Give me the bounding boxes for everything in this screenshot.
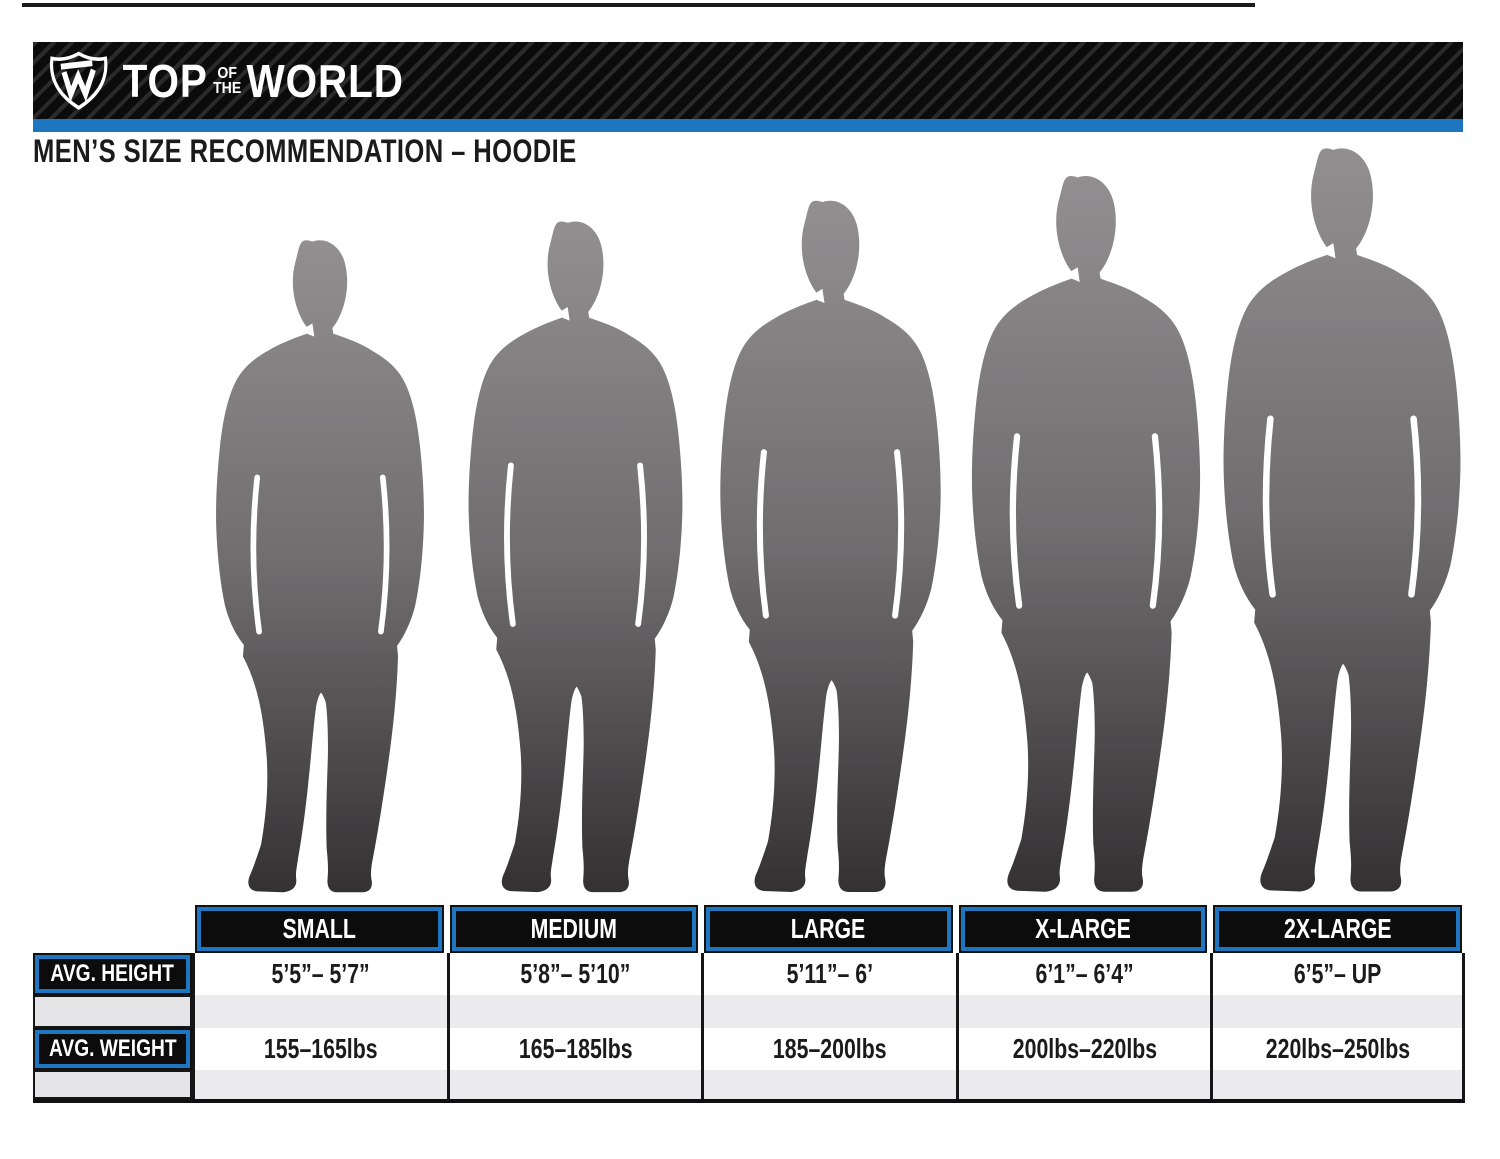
silhouette-medium (468, 221, 683, 893)
height-value-large: 5’11”– 6’ (701, 953, 956, 995)
spacer-label-cell (33, 995, 192, 1028)
silhouette-large (720, 200, 941, 892)
table-bottom-border (33, 1099, 1465, 1103)
weight-value-x-large: 200lbs–220lbs (955, 1028, 1211, 1070)
wordmark-top: TOP (122, 54, 208, 107)
page-title: MEN’S SIZE RECOMMENDATION – HOODIE (33, 133, 577, 169)
size-header-x-large: X-LARGE (958, 905, 1208, 953)
spacer-cell (701, 1070, 956, 1099)
shield-monogram-icon (49, 51, 108, 110)
row-label-weight: AVG. WEIGHT (33, 1028, 192, 1070)
spacer-cell (192, 995, 447, 1028)
brand-banner: TOP OF THE WORLD (33, 42, 1463, 119)
spacer-cell (955, 995, 1211, 1028)
brand-logo: TOP OF THE WORLD (47, 50, 404, 112)
silhouette-figures (216, 148, 1461, 893)
height-value-small: 5’5”– 5’7” (192, 953, 447, 995)
spacer-cell (701, 995, 956, 1028)
spacer-cell (446, 995, 702, 1028)
size-header-medium: MEDIUM (449, 905, 699, 953)
weight-value-large: 185–200lbs (701, 1028, 956, 1070)
spacer-cell (955, 1070, 1211, 1099)
height-value-2x-large: 6’5”– UP (1210, 953, 1465, 995)
spacer-cell (1210, 1070, 1465, 1099)
weight-value-small: 155–165lbs (192, 1028, 447, 1070)
spacer-label-cell (33, 1070, 192, 1099)
silhouette-2x-large (1223, 148, 1461, 892)
weight-value-2x-large: 220lbs–250lbs (1210, 1028, 1465, 1070)
top-border-rule (22, 3, 1255, 7)
size-header-small: SMALL (195, 905, 444, 953)
spacer-cell (446, 1070, 702, 1099)
wordmark-of-the: OF THE (213, 64, 242, 97)
height-value-x-large: 6’1”– 6’4” (955, 953, 1211, 995)
height-value-medium: 5’8”– 5’10” (446, 953, 702, 995)
weight-value-medium: 165–185lbs (446, 1028, 702, 1070)
size-header-2x-large: 2X-LARGE (1213, 905, 1462, 953)
table-corner-cell (33, 905, 192, 953)
spacer-cell (1210, 995, 1465, 1028)
silhouette-small (216, 240, 424, 893)
wordmark-world: WORLD (246, 54, 404, 107)
size-header-large: LARGE (704, 905, 953, 953)
silhouette-x-large (971, 176, 1201, 892)
brand-wordmark: TOP OF THE WORLD (123, 58, 404, 104)
row-label-height: AVG. HEIGHT (33, 953, 192, 995)
spacer-cell (192, 1070, 447, 1099)
size-table: SMALL MEDIUM LARGE X-LARGE 2X-LARGE AVG.… (33, 905, 1465, 1103)
accent-blue-bar (33, 119, 1463, 132)
